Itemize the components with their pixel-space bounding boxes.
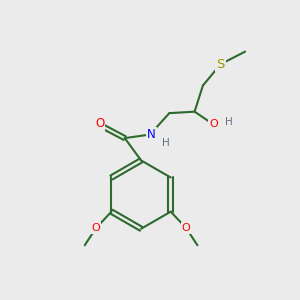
Text: H: H [163,138,170,148]
Text: H: H [225,117,232,127]
Text: O: O [95,117,104,130]
Text: N: N [147,128,156,141]
Text: S: S [217,58,225,70]
Text: O: O [182,223,190,233]
Text: O: O [92,223,100,233]
Text: O: O [209,118,218,128]
